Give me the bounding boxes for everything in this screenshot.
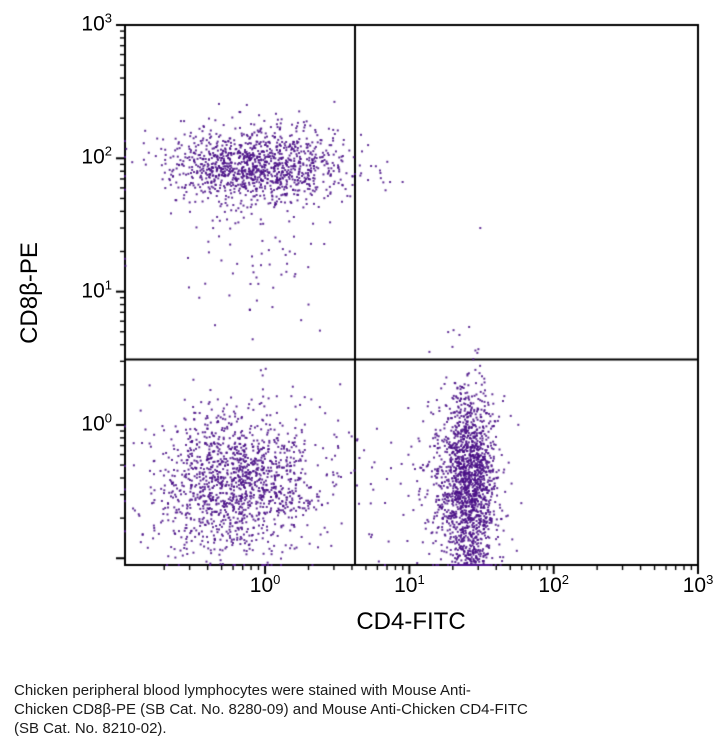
y-tick-label: 101 [81,277,112,303]
y-tick-label: 100 [81,410,112,436]
x-tick-label: 102 [538,572,569,597]
y-tick-label: 103 [81,10,112,36]
x-tick-label: 101 [394,572,425,597]
caption-line: (SB Cat. No. 8210-02). [14,720,167,737]
x-axis-title: CD4-FITC [356,608,466,635]
scatter-plot-canvas [0,0,724,660]
x-tick-label: 103 [682,572,714,597]
y-axis-title: CD8β-PE [16,242,43,344]
caption-line: Chicken peripheral blood lymphocytes wer… [14,682,471,699]
caption-line: Chicken CD8β-PE (SB Cat. No. 8280-09) an… [14,701,528,718]
figure-caption: Chicken peripheral blood lymphocytes wer… [14,681,714,738]
y-tick-label: 102 [81,143,112,169]
x-tick-label: 100 [249,572,281,597]
